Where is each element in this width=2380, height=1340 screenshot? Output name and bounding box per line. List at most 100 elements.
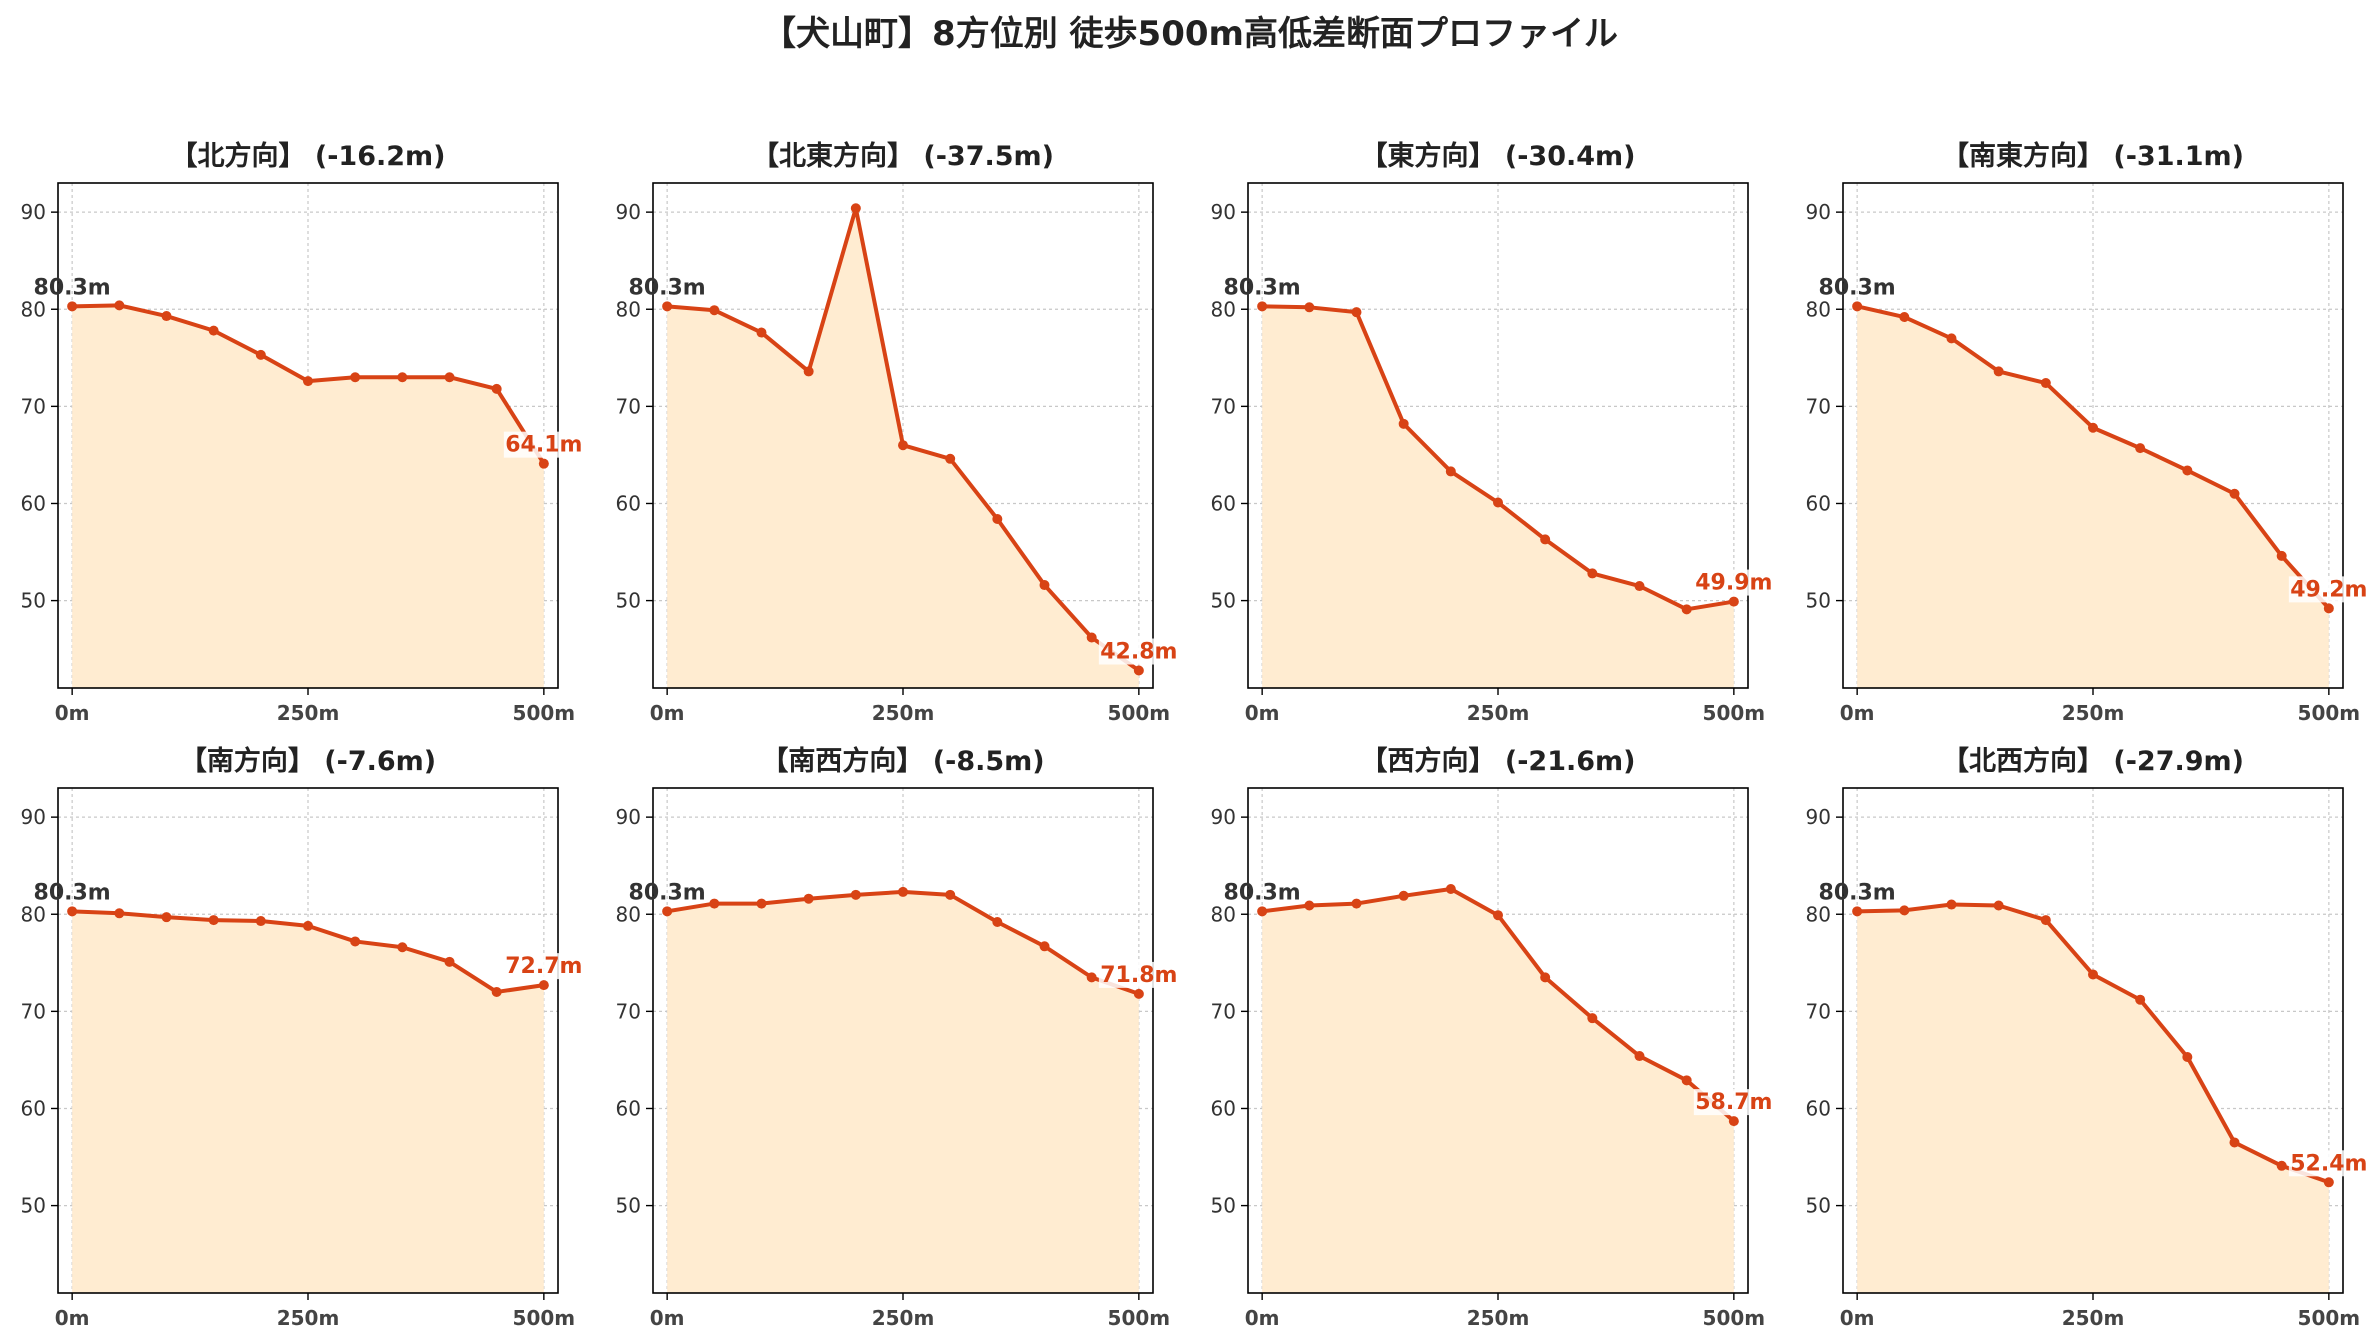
x-tick-label: 500m bbox=[1108, 1306, 1171, 1330]
data-point bbox=[397, 942, 408, 953]
data-point bbox=[1899, 312, 1910, 323]
y-tick-label: 70 bbox=[616, 999, 641, 1023]
area-fill bbox=[667, 891, 1139, 1293]
start-elevation-label: 80.3m bbox=[1819, 880, 1896, 905]
data-point bbox=[1946, 333, 1957, 344]
end-elevation-label: 52.4m bbox=[2290, 1151, 2367, 1176]
data-point bbox=[2182, 465, 2193, 476]
panel-title: 【南東方向】 (-31.1m) bbox=[1942, 140, 2244, 172]
start-elevation-label: 80.3m bbox=[629, 275, 706, 300]
x-tick-label: 0m bbox=[650, 701, 685, 725]
area-fill bbox=[72, 911, 544, 1293]
data-point bbox=[1852, 301, 1863, 312]
start-elevation-label: 80.3m bbox=[629, 880, 706, 905]
data-point bbox=[1728, 1116, 1739, 1127]
area-fill bbox=[1857, 904, 2329, 1293]
y-tick-label: 90 bbox=[616, 805, 641, 829]
start-elevation-label: 80.3m bbox=[1224, 880, 1301, 905]
x-tick-label: 250m bbox=[872, 1306, 935, 1330]
x-tick-label: 500m bbox=[1108, 701, 1171, 725]
y-tick-label: 50 bbox=[1211, 1194, 1236, 1218]
x-tick-label: 250m bbox=[2062, 701, 2125, 725]
panel-7: 【西方向】 (-21.6m) 50 60 70 80 90 0m 250m 500m 80.3m 5… bbox=[1211, 745, 1774, 1330]
data-point bbox=[2229, 1137, 2240, 1148]
panel-title: 【南方向】 (-7.6m) bbox=[180, 745, 436, 777]
end-label-background bbox=[1693, 569, 1774, 596]
data-point bbox=[1304, 302, 1315, 313]
data-point bbox=[350, 372, 361, 383]
x-tick-label: 0m bbox=[1245, 701, 1280, 725]
data-point bbox=[161, 912, 172, 923]
data-point bbox=[350, 936, 361, 947]
x-tick-label: 250m bbox=[277, 1306, 340, 1330]
data-point bbox=[2040, 915, 2051, 926]
x-tick-label: 0m bbox=[1840, 701, 1875, 725]
data-point bbox=[2040, 378, 2051, 389]
data-point bbox=[1899, 905, 1910, 916]
data-point bbox=[2088, 969, 2098, 980]
data-point bbox=[1540, 534, 1551, 545]
data-point bbox=[2182, 1052, 2193, 1063]
data-point bbox=[1351, 898, 1362, 909]
end-label-background bbox=[1098, 638, 1179, 665]
end-elevation-label: 49.2m bbox=[2290, 577, 2367, 602]
start-elevation-label: 80.3m bbox=[34, 275, 111, 300]
x-tick-label: 500m bbox=[2298, 1306, 2361, 1330]
data-point bbox=[709, 898, 720, 909]
end-label-background bbox=[1693, 1089, 1774, 1116]
y-tick-label: 70 bbox=[616, 394, 641, 418]
panel-1: 【北方向】 (-16.2m) 50 60 70 80 90 0m 250m 500m 80.3m 6… bbox=[21, 140, 584, 725]
panel-title: 【北西方向】 (-27.9m) bbox=[1942, 745, 2244, 777]
data-point bbox=[255, 349, 266, 360]
y-tick-label: 60 bbox=[1211, 491, 1236, 515]
end-label-background bbox=[2288, 1150, 2369, 1177]
y-tick-label: 60 bbox=[616, 1096, 641, 1120]
y-tick-label: 90 bbox=[1806, 805, 1831, 829]
data-point bbox=[1852, 906, 1863, 917]
data-point bbox=[1039, 941, 1050, 952]
data-point bbox=[1587, 1013, 1598, 1024]
figure-title: 【犬山町】8方位別 徒歩500m高低差断面プロファイル bbox=[762, 14, 1618, 54]
data-point bbox=[709, 305, 720, 316]
data-point bbox=[1039, 580, 1050, 591]
data-point bbox=[945, 453, 956, 464]
data-point bbox=[161, 311, 172, 322]
data-point bbox=[662, 906, 673, 917]
data-point bbox=[397, 372, 408, 383]
data-point bbox=[67, 301, 78, 312]
data-point bbox=[756, 898, 767, 909]
data-point bbox=[1086, 972, 1097, 983]
data-point bbox=[1946, 899, 1957, 910]
panel-title: 【南西方向】 (-8.5m) bbox=[761, 745, 1044, 777]
data-point bbox=[491, 383, 502, 394]
end-elevation-label: 64.1m bbox=[505, 433, 582, 458]
y-tick-label: 90 bbox=[1806, 200, 1831, 224]
x-tick-label: 250m bbox=[2062, 1306, 2125, 1330]
x-tick-label: 0m bbox=[55, 701, 90, 725]
data-point bbox=[1398, 890, 1409, 901]
data-point bbox=[444, 956, 455, 967]
data-point bbox=[1257, 301, 1268, 312]
y-tick-label: 50 bbox=[1806, 589, 1831, 613]
end-label-background bbox=[1098, 961, 1179, 988]
data-point bbox=[898, 440, 908, 451]
y-tick-label: 90 bbox=[1211, 805, 1236, 829]
y-tick-label: 60 bbox=[616, 491, 641, 515]
start-elevation-label: 80.3m bbox=[1224, 275, 1301, 300]
x-tick-label: 500m bbox=[2298, 701, 2361, 725]
x-tick-label: 250m bbox=[1467, 701, 1530, 725]
panel-2: 【北東方向】 (-37.5m) 50 60 70 80 90 0m 250m 500m 80.3m… bbox=[616, 140, 1179, 725]
end-label-background bbox=[503, 431, 584, 458]
data-point bbox=[1634, 1051, 1645, 1062]
data-point bbox=[898, 886, 908, 897]
y-tick-label: 90 bbox=[21, 200, 46, 224]
y-tick-label: 80 bbox=[21, 297, 46, 321]
data-point bbox=[1445, 466, 1456, 477]
panel-title: 【東方向】 (-30.4m) bbox=[1360, 140, 1635, 172]
data-point bbox=[1681, 604, 1692, 615]
x-tick-label: 500m bbox=[513, 701, 576, 725]
y-tick-label: 90 bbox=[616, 200, 641, 224]
x-tick-label: 0m bbox=[1840, 1306, 1875, 1330]
panel-title: 【北東方向】 (-37.5m) bbox=[752, 140, 1054, 172]
x-tick-label: 0m bbox=[55, 1306, 90, 1330]
